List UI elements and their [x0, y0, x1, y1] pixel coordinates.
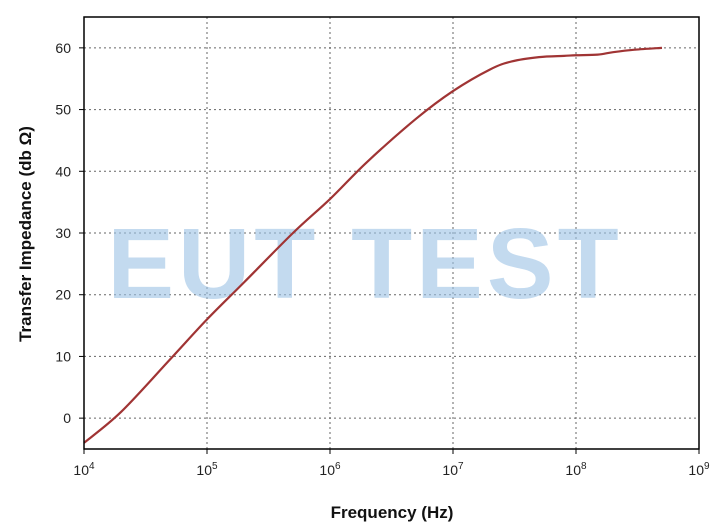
y-tick-label: 50 — [55, 102, 71, 118]
grid-lines — [84, 17, 699, 449]
x-axis-title: Frequency (Hz) — [331, 503, 454, 522]
x-tick-label: 107 — [442, 461, 464, 478]
x-tick-label: 104 — [73, 461, 95, 478]
x-tick-label: 105 — [196, 461, 218, 478]
series-line — [83, 46, 663, 444]
y-tick-label: 60 — [55, 40, 71, 56]
y-axis-title: Transfer Impedance (db Ω) — [16, 126, 35, 342]
y-tick-label: 10 — [55, 348, 71, 364]
y-tick-label: 40 — [55, 163, 71, 179]
x-tick-label: 109 — [688, 461, 710, 478]
x-tick-label: 106 — [319, 461, 341, 478]
y-tick-label: 30 — [55, 225, 71, 241]
watermark-text: EUT TEST — [107, 208, 622, 320]
x-tick-label: 108 — [565, 461, 587, 478]
x-axis-ticks: 104 105 106 107 108 109 — [73, 449, 710, 478]
y-axis-ticks: 0 10 20 30 40 50 60 — [55, 40, 84, 426]
y-tick-label: 20 — [55, 287, 71, 303]
y-tick-label: 0 — [63, 410, 71, 426]
